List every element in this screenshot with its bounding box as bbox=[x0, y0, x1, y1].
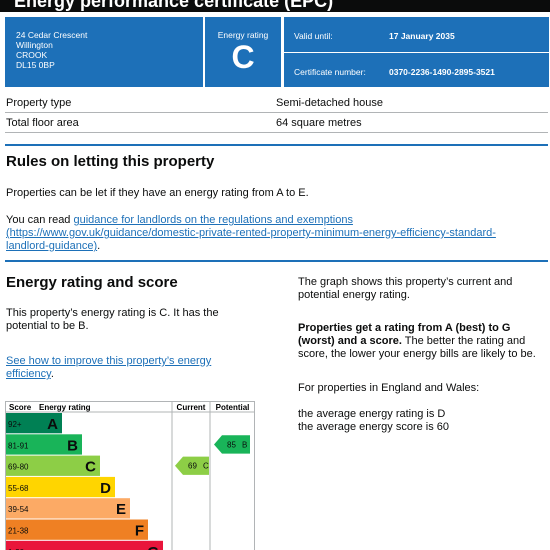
band-range: 21-38 bbox=[8, 527, 29, 536]
graph-header: Current bbox=[177, 403, 206, 412]
graph-header: Energy rating bbox=[39, 403, 91, 412]
bold-text: Properties get a rating from A (best) to… bbox=[298, 322, 511, 347]
band-range-bg bbox=[6, 519, 33, 540]
potential-arrow bbox=[214, 435, 250, 454]
graph-header: Potential bbox=[216, 403, 250, 412]
page-title: Energy performance certificate (EPC) bbox=[14, 0, 334, 11]
property-value: Semi-detached house bbox=[276, 97, 384, 109]
band-bar bbox=[33, 413, 62, 434]
band-range: 1-20 bbox=[8, 548, 25, 550]
band-letter: A bbox=[47, 416, 58, 433]
band-bar bbox=[33, 540, 163, 550]
improve-link[interactable]: See how to improve this property’s energ… bbox=[6, 355, 212, 380]
separator bbox=[5, 144, 548, 146]
current-score: 69 bbox=[188, 462, 197, 471]
potential-score: 85 bbox=[227, 440, 236, 449]
paragraph: For properties in England and Wales: bbox=[298, 382, 480, 394]
guidance-link[interactable]: guidance for landlords on the regulation… bbox=[6, 214, 496, 252]
paragraph: the average energy rating is D bbox=[298, 408, 446, 420]
band-letter: G bbox=[147, 544, 159, 550]
paragraph: Properties can be let if they have an en… bbox=[6, 187, 309, 199]
paragraph: Properties get a rating from A (best) to… bbox=[298, 322, 548, 361]
graph-header: Score bbox=[9, 403, 32, 412]
paragraph: The graph shows this property’s current … bbox=[298, 276, 513, 301]
band-range-bg bbox=[6, 413, 33, 434]
text: The better the rating and score, the low… bbox=[298, 335, 536, 360]
paragraph: You can read guidance for landlords on t… bbox=[6, 214, 531, 253]
address-box: 24 Cedar Crescent Willington CROOK DL15 … bbox=[4, 16, 204, 88]
section-heading: Rules on letting this property bbox=[6, 153, 215, 170]
property-label: Total floor area bbox=[6, 117, 79, 129]
band-range-bg bbox=[6, 476, 33, 498]
potential-letter: B bbox=[242, 440, 247, 449]
text: . bbox=[97, 240, 101, 252]
paragraph: the average energy score is 60 bbox=[298, 421, 450, 433]
address-line: 24 Cedar Crescent bbox=[16, 30, 88, 40]
band-letter: F bbox=[135, 523, 144, 540]
address: 24 Cedar Crescent Willington CROOK DL15 … bbox=[16, 30, 87, 70]
band-bar bbox=[33, 519, 148, 540]
valid-date: 17 January 2035 bbox=[389, 31, 455, 41]
band-range-bg bbox=[6, 434, 33, 455]
valid-box: Valid until: 17 January 2035 bbox=[283, 16, 550, 53]
address-line: Willington bbox=[16, 40, 53, 50]
current-arrow bbox=[175, 456, 209, 475]
rating-letter: C bbox=[231, 39, 255, 75]
band-range: 81-91 bbox=[8, 441, 29, 450]
band-range-bg bbox=[6, 455, 33, 476]
certificate-label: Certificate number: bbox=[294, 67, 366, 77]
separator bbox=[5, 112, 548, 113]
band-range-bg bbox=[6, 540, 33, 550]
text: You can read bbox=[6, 214, 74, 226]
rating-graph: Score Energy rating Current Potential 92+ A 81… bbox=[5, 401, 255, 550]
rating-label: Energy rating bbox=[217, 30, 269, 40]
graph-frame bbox=[5, 401, 255, 550]
top-bar: Energy performance certificate (EPC) bbox=[0, 0, 550, 12]
valid-label: Valid until: bbox=[294, 31, 333, 41]
band-letter: B bbox=[67, 437, 78, 454]
band-letter: C bbox=[85, 459, 96, 476]
text: . bbox=[50, 368, 54, 380]
band-range-bg bbox=[6, 498, 33, 519]
rating-box: Energy rating C bbox=[204, 16, 282, 88]
separator bbox=[5, 132, 548, 133]
band-bar bbox=[33, 455, 100, 476]
section-heading: Energy rating and score bbox=[6, 274, 178, 291]
certificate-number: 0370-2236-1490-2895-3521 bbox=[389, 67, 495, 77]
certificate-box: Certificate number: 0370-2236-1490-2895-… bbox=[283, 52, 550, 88]
band-letter: D bbox=[100, 480, 111, 497]
address-line: CROOK bbox=[16, 50, 48, 60]
current-letter: C bbox=[203, 462, 209, 471]
band-bar bbox=[33, 476, 115, 498]
band-bar bbox=[33, 434, 82, 455]
separator bbox=[5, 260, 548, 262]
band-range: 39-54 bbox=[8, 505, 29, 514]
property-value: 64 square metres bbox=[276, 117, 362, 129]
band-letter: E bbox=[116, 501, 126, 518]
band-range: 69-80 bbox=[8, 463, 29, 472]
paragraph: This property’s energy rating is C. It h… bbox=[6, 307, 219, 332]
address-line: DL15 0BP bbox=[16, 60, 55, 70]
property-label: Property type bbox=[6, 97, 72, 109]
band-range: 92+ bbox=[8, 420, 22, 429]
band-range: 55-68 bbox=[8, 484, 29, 493]
band-bar bbox=[33, 498, 130, 519]
paragraph: See how to improve this property’s energ… bbox=[6, 355, 231, 381]
